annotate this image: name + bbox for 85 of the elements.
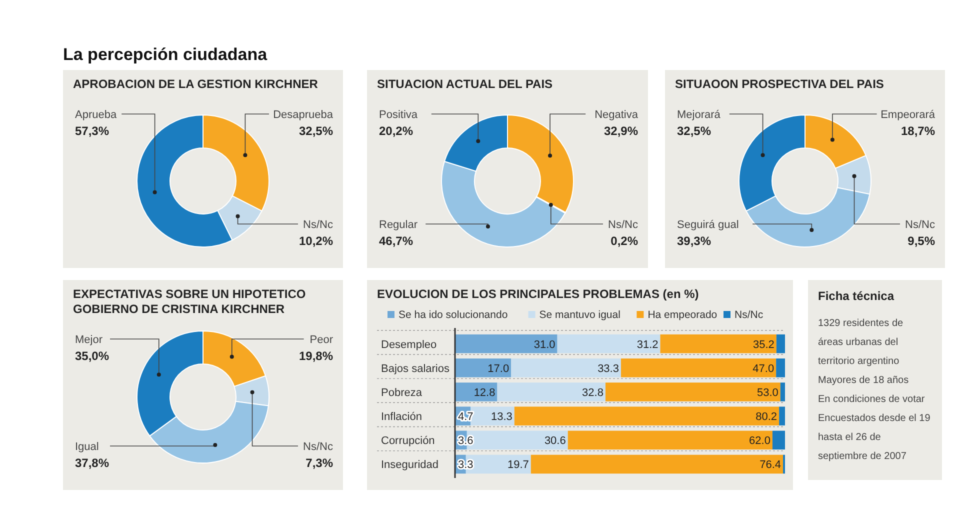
text: Ficha técnica (818, 289, 894, 303)
y-tick-label: Corrupción (381, 435, 435, 448)
data-label: 76.4 (760, 459, 782, 472)
data-label: 57,3% (75, 124, 110, 138)
text: En condiciones de votar (818, 394, 926, 405)
text: 1329 residentes de áreas urbanas del territorio argentino (818, 318, 904, 367)
data-label: 7,3% (306, 456, 334, 470)
data-label: 62.0 (749, 435, 770, 448)
data-label: 32.8 (582, 386, 604, 399)
chart-title: SITUACION ACTUAL DEL PAIS (377, 77, 553, 91)
legend-label: Ns/Nc (734, 309, 764, 321)
data-label: 19,8% (298, 349, 334, 363)
data-label: 31.2 (636, 338, 658, 351)
chart-title: EXPECTATIVAS SOBRE UN HIPOTETICO GOBIERNO DE CRISTINA KIRCHNER (73, 287, 306, 316)
data-label: 35.2 (753, 338, 774, 351)
data-label: 3.3 (458, 459, 474, 472)
data-label: 10,2% (298, 234, 334, 248)
bar (497, 382, 606, 402)
text: Mayores de 18 años (818, 375, 909, 386)
legend-label: Se ha ido solucionando (398, 309, 508, 321)
slice-label: Ns/Nc (905, 219, 936, 231)
data-label: 12.8 (474, 386, 496, 399)
slice-label: Peor (310, 334, 334, 346)
slice-label: Ns/Nc (303, 219, 334, 231)
bar (455, 358, 512, 378)
chart-title: APROBACION DE LA GESTION KIRCHNER (73, 77, 318, 91)
slice-label: Desaprueba (273, 109, 334, 121)
bar (455, 334, 558, 354)
bar (780, 382, 785, 402)
data-label: 37,8% (75, 456, 110, 470)
bar (779, 406, 785, 426)
slice-label: Ns/Nc (608, 219, 638, 231)
data-label: 3.6 (458, 435, 474, 448)
chart-title: EVOLUCION DE LOS PRINCIPALES PROBLEMAS (en %) (377, 287, 699, 301)
data-label: 9,5% (908, 234, 936, 248)
data-label: 33.3 (598, 362, 619, 375)
data-label: 32,5% (298, 124, 334, 138)
slice-label: Mejor (75, 334, 103, 346)
data-label: 0,2% (610, 234, 638, 248)
bar (605, 382, 780, 402)
y-tick-label: Pobreza (381, 386, 423, 399)
text: Encuestados desde el 19 hasta el 26 de septiembre de 2007 (818, 413, 931, 462)
data-label: 31.0 (534, 338, 556, 351)
bar (568, 430, 772, 450)
bar (772, 430, 785, 450)
slice-label: Positiva (379, 109, 418, 121)
bar (514, 406, 780, 426)
data-label: 30.6 (544, 435, 566, 448)
data-label: 20,2% (379, 124, 414, 138)
data-label: 80.2 (756, 411, 778, 424)
y-tick-label: Inflación (381, 411, 422, 424)
data-label: 39,3% (677, 234, 712, 248)
data-label: 32,5% (677, 124, 712, 138)
bar (660, 334, 776, 354)
chart-title: SITUAOON PROSPECTIVA DEL PAIS (675, 77, 884, 91)
slice-label: Regular (379, 219, 418, 231)
bar (620, 358, 776, 378)
slice-label: Negativa (594, 109, 639, 121)
data-label: 32,9% (604, 124, 638, 138)
slice-label: Ns/Nc (303, 441, 334, 453)
legend-label: Ha empeorado (648, 309, 718, 321)
legend-label: Se mantuvo igual (539, 309, 620, 321)
data-label: 35,0% (75, 349, 110, 363)
data-label: 13.3 (490, 411, 512, 424)
slice-label: Seguirá gual (677, 219, 739, 231)
data-label: 19.7 (507, 459, 529, 472)
bar (511, 358, 621, 378)
bar (530, 454, 784, 474)
text: La percepción ciudadana (63, 45, 268, 64)
bar (557, 334, 660, 354)
bar (776, 358, 785, 378)
data-label: 4.7 (458, 411, 474, 424)
slice-label: Igual (75, 441, 99, 453)
data-label: 46,7% (379, 234, 414, 248)
slice-label: Mejorará (677, 109, 722, 121)
data-label: 47.0 (752, 362, 774, 375)
slice-label: Aprueba (75, 109, 118, 121)
bar (776, 334, 785, 354)
y-tick-label: Inseguridad (381, 459, 438, 472)
data-label: 18,7% (900, 124, 936, 138)
y-tick-label: Desempleo (381, 338, 437, 351)
slice-label: Empeorará (880, 109, 936, 121)
data-label: 53.0 (756, 386, 778, 399)
y-tick-label: Bajos salarios (381, 362, 450, 375)
data-label: 17.0 (488, 362, 510, 375)
